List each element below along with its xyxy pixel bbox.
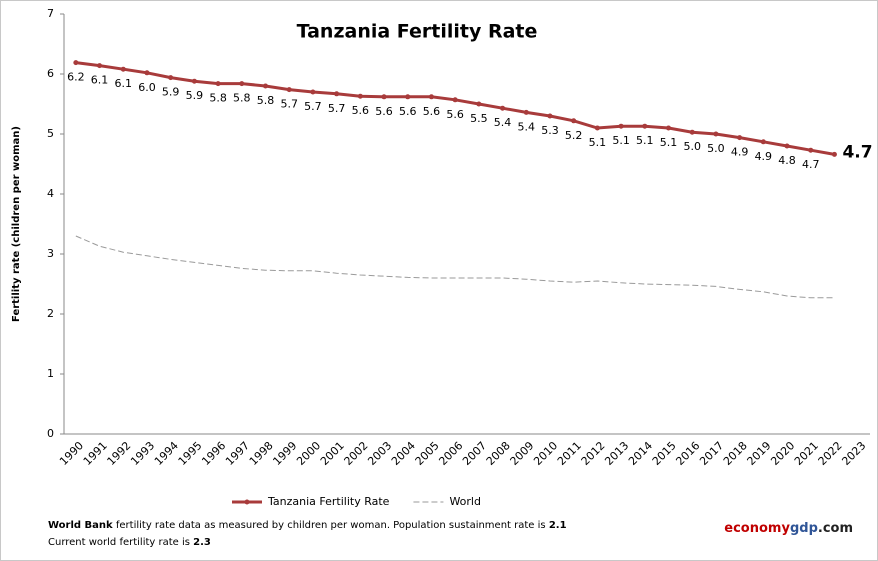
point-marker [784, 143, 790, 149]
y-tick-label: 7 [47, 7, 54, 20]
point-marker [310, 89, 316, 95]
footnote: Current world fertility rate is 2.3 [48, 537, 211, 548]
legend-label: Tanzania Fertility Rate [267, 495, 390, 508]
y-tick-label: 2 [47, 307, 54, 320]
point-marker [476, 101, 482, 107]
value-label: 5.8 [257, 94, 275, 107]
y-axis-label: Fertility rate (children per woman) [11, 126, 22, 322]
value-label: 5.7 [304, 100, 322, 113]
value-label: 5.8 [233, 92, 251, 105]
value-label: 5.6 [446, 108, 464, 121]
point-marker [523, 109, 529, 115]
brand-part: gdp [790, 521, 818, 536]
note-text: fertility rate data as measured by child… [113, 520, 549, 531]
point-marker [618, 123, 624, 129]
point-marker [97, 63, 103, 69]
value-label: 5.6 [423, 105, 441, 118]
point-marker [357, 93, 363, 99]
value-label: 5.7 [280, 98, 298, 111]
series-line [75, 235, 835, 299]
point-marker [500, 105, 506, 111]
value-label: 4.9 [755, 150, 773, 163]
point-marker [547, 113, 553, 119]
value-label: 5.8 [209, 92, 227, 105]
value-label: 6.1 [91, 74, 109, 87]
y-tick-label: 3 [47, 247, 54, 260]
value-label-final: 4.7 [842, 142, 872, 162]
point-marker [215, 81, 221, 87]
value-label: 5.4 [518, 120, 536, 133]
value-label: 5.6 [352, 104, 370, 117]
value-label: 5.5 [470, 112, 488, 125]
value-label: 5.1 [636, 134, 654, 147]
value-label: 4.9 [731, 146, 749, 159]
point-marker [405, 94, 411, 100]
value-label: 5.1 [589, 136, 607, 149]
point-marker [452, 97, 458, 103]
point-marker [381, 94, 387, 100]
point-marker [760, 139, 766, 145]
y-tick-label: 6 [47, 67, 54, 80]
point-marker [168, 75, 174, 81]
y-tick-label: 4 [47, 187, 54, 200]
chart-title: Tanzania Fertility Rate [297, 21, 538, 43]
y-tick-label: 0 [47, 427, 54, 440]
value-label: 6.1 [115, 77, 133, 90]
value-label: 5.9 [162, 86, 180, 99]
value-label: 5.0 [707, 142, 725, 155]
point-marker [120, 66, 126, 72]
note-value: 2.3 [193, 537, 211, 548]
point-marker [73, 60, 79, 66]
value-label: 4.8 [778, 154, 796, 167]
value-label: 5.0 [683, 140, 701, 153]
note-source: World Bank [48, 520, 113, 531]
value-label: 6.2 [67, 71, 85, 84]
point-marker [666, 125, 671, 131]
point-marker [239, 81, 245, 87]
point-marker [286, 87, 292, 93]
value-label: 4.7 [802, 158, 820, 171]
value-label: 5.6 [399, 105, 417, 118]
brand-part: .com [818, 521, 853, 536]
point-marker [191, 78, 197, 84]
legend-label: World [449, 495, 481, 508]
point-marker [428, 94, 434, 100]
point-marker [263, 83, 268, 89]
note-value: 2.1 [549, 520, 567, 531]
value-label: 5.2 [565, 129, 583, 142]
brand: economygdp.com [724, 521, 853, 536]
y-tick-label: 5 [47, 127, 54, 140]
point-marker [713, 131, 719, 137]
value-label: 5.1 [660, 136, 678, 149]
brand-part: economy [724, 521, 790, 536]
legend-marker [244, 499, 250, 505]
point-marker [594, 125, 600, 131]
value-label: 5.9 [186, 89, 204, 102]
point-marker [144, 70, 150, 76]
point-marker [737, 135, 743, 141]
value-label: 5.3 [541, 124, 559, 137]
footnote: World Bank fertility rate data as measur… [48, 520, 567, 531]
value-label: 5.7 [328, 102, 346, 115]
point-marker [642, 123, 648, 129]
y-tick-label: 1 [47, 367, 54, 380]
value-label: 6.0 [138, 81, 156, 94]
point-marker [831, 151, 837, 157]
point-marker [808, 147, 814, 153]
point-marker [334, 91, 340, 97]
note-text: Current world fertility rate is [48, 537, 193, 548]
value-label: 5.4 [494, 116, 512, 129]
point-marker [571, 118, 577, 124]
value-label: 5.6 [375, 105, 393, 118]
value-label: 5.1 [612, 134, 630, 147]
point-marker [689, 129, 695, 135]
